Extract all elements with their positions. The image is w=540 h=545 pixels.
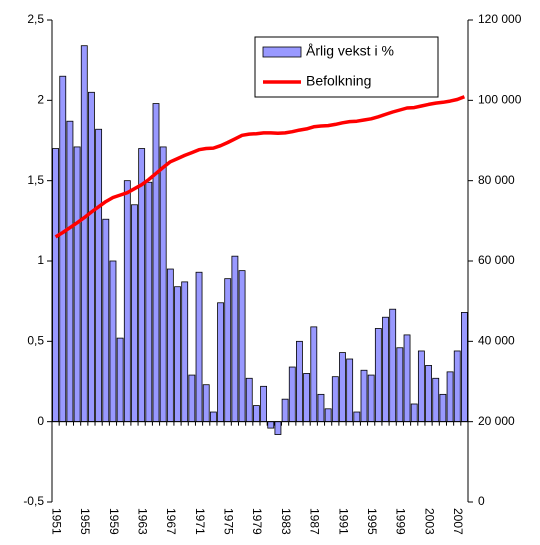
bar [116, 337, 124, 423]
bar [159, 146, 167, 423]
x-tick-label: 1955 [78, 508, 92, 535]
x-tick-label: 1963 [135, 508, 149, 535]
bar [439, 393, 447, 423]
bar [217, 302, 224, 423]
x-tick-label: 1959 [107, 508, 121, 535]
bar [52, 148, 59, 423]
bar [238, 270, 246, 423]
bar [73, 146, 81, 423]
bar [331, 376, 339, 423]
y2-tick-label: 100 000 [478, 93, 522, 107]
bar [80, 45, 88, 423]
y-tick-label: 0,5 [27, 334, 44, 348]
bar [88, 91, 95, 423]
bar [324, 408, 332, 423]
bar [303, 373, 311, 423]
bar [296, 340, 303, 423]
bar [346, 358, 354, 423]
y-tick-label: 1 [37, 253, 44, 267]
bar [339, 352, 346, 423]
y-tick-label: 2,5 [27, 12, 44, 26]
bar [253, 405, 260, 423]
x-tick-label: 2003 [422, 508, 436, 535]
bar [66, 120, 74, 423]
x-tick-label: 1951 [49, 508, 63, 535]
y2-tick-label: 80 000 [478, 173, 515, 187]
bar [152, 103, 160, 423]
y2-tick-label: 40 000 [478, 334, 515, 348]
y-tick-label: -0,5 [23, 494, 44, 508]
bar [360, 369, 368, 423]
bar [410, 403, 418, 423]
bar [209, 411, 217, 423]
x-tick-label: 1991 [336, 508, 350, 535]
x-tick-label: 1995 [365, 508, 379, 535]
x-tick-label: 2007 [451, 508, 465, 535]
bar [166, 268, 174, 423]
bar [425, 365, 432, 423]
x-tick-label: 1975 [222, 508, 236, 535]
bar [202, 384, 210, 423]
legend-label: Årlig vekst i % [306, 43, 394, 59]
x-tick-label: 1967 [164, 508, 178, 535]
bar [461, 312, 468, 423]
bar [95, 128, 103, 423]
bar [224, 278, 232, 423]
bar [382, 316, 389, 423]
y2-tick-label: 20 000 [478, 414, 515, 428]
y-tick-label: 0 [37, 414, 44, 428]
bar [59, 75, 67, 423]
bar [288, 366, 296, 423]
bar [174, 286, 181, 423]
bar [274, 421, 282, 435]
bar [374, 328, 382, 423]
bar [181, 281, 189, 423]
y-tick-label: 1,5 [27, 173, 44, 187]
bar [267, 421, 275, 429]
y2-tick-label: 60 000 [478, 253, 515, 267]
bar [367, 374, 375, 423]
bar [260, 385, 267, 423]
bar [245, 377, 253, 423]
bar [188, 374, 196, 423]
x-tick-label: 1971 [193, 508, 207, 535]
bar [317, 393, 325, 423]
bar [417, 350, 425, 423]
legend: Årlig vekst i % Befolkning [254, 36, 439, 98]
bar [281, 398, 289, 423]
bar [353, 411, 361, 423]
x-tick-label: 1979 [250, 508, 264, 535]
bar [195, 271, 203, 423]
y2-tick-label: 120 000 [478, 12, 522, 26]
y2-tick-label: 0 [478, 494, 485, 508]
population-line [54, 95, 466, 239]
bar [145, 181, 153, 423]
legend-label: Befolkning [306, 73, 371, 89]
bar [432, 377, 440, 423]
bar [138, 148, 146, 423]
bar [231, 255, 239, 423]
bar [123, 180, 131, 423]
y-tick-label: 2 [37, 93, 44, 107]
x-tick-label: 1999 [394, 508, 408, 535]
legend-swatch [262, 46, 302, 58]
bar [109, 260, 117, 423]
bar [446, 371, 454, 423]
bar [403, 334, 411, 423]
bar [453, 350, 461, 423]
bar [389, 308, 397, 423]
bar [396, 347, 404, 423]
bar [131, 204, 138, 423]
x-tick-label: 1987 [308, 508, 322, 535]
bar [310, 326, 318, 423]
x-tick-label: 1983 [279, 508, 293, 535]
bar [102, 218, 110, 423]
